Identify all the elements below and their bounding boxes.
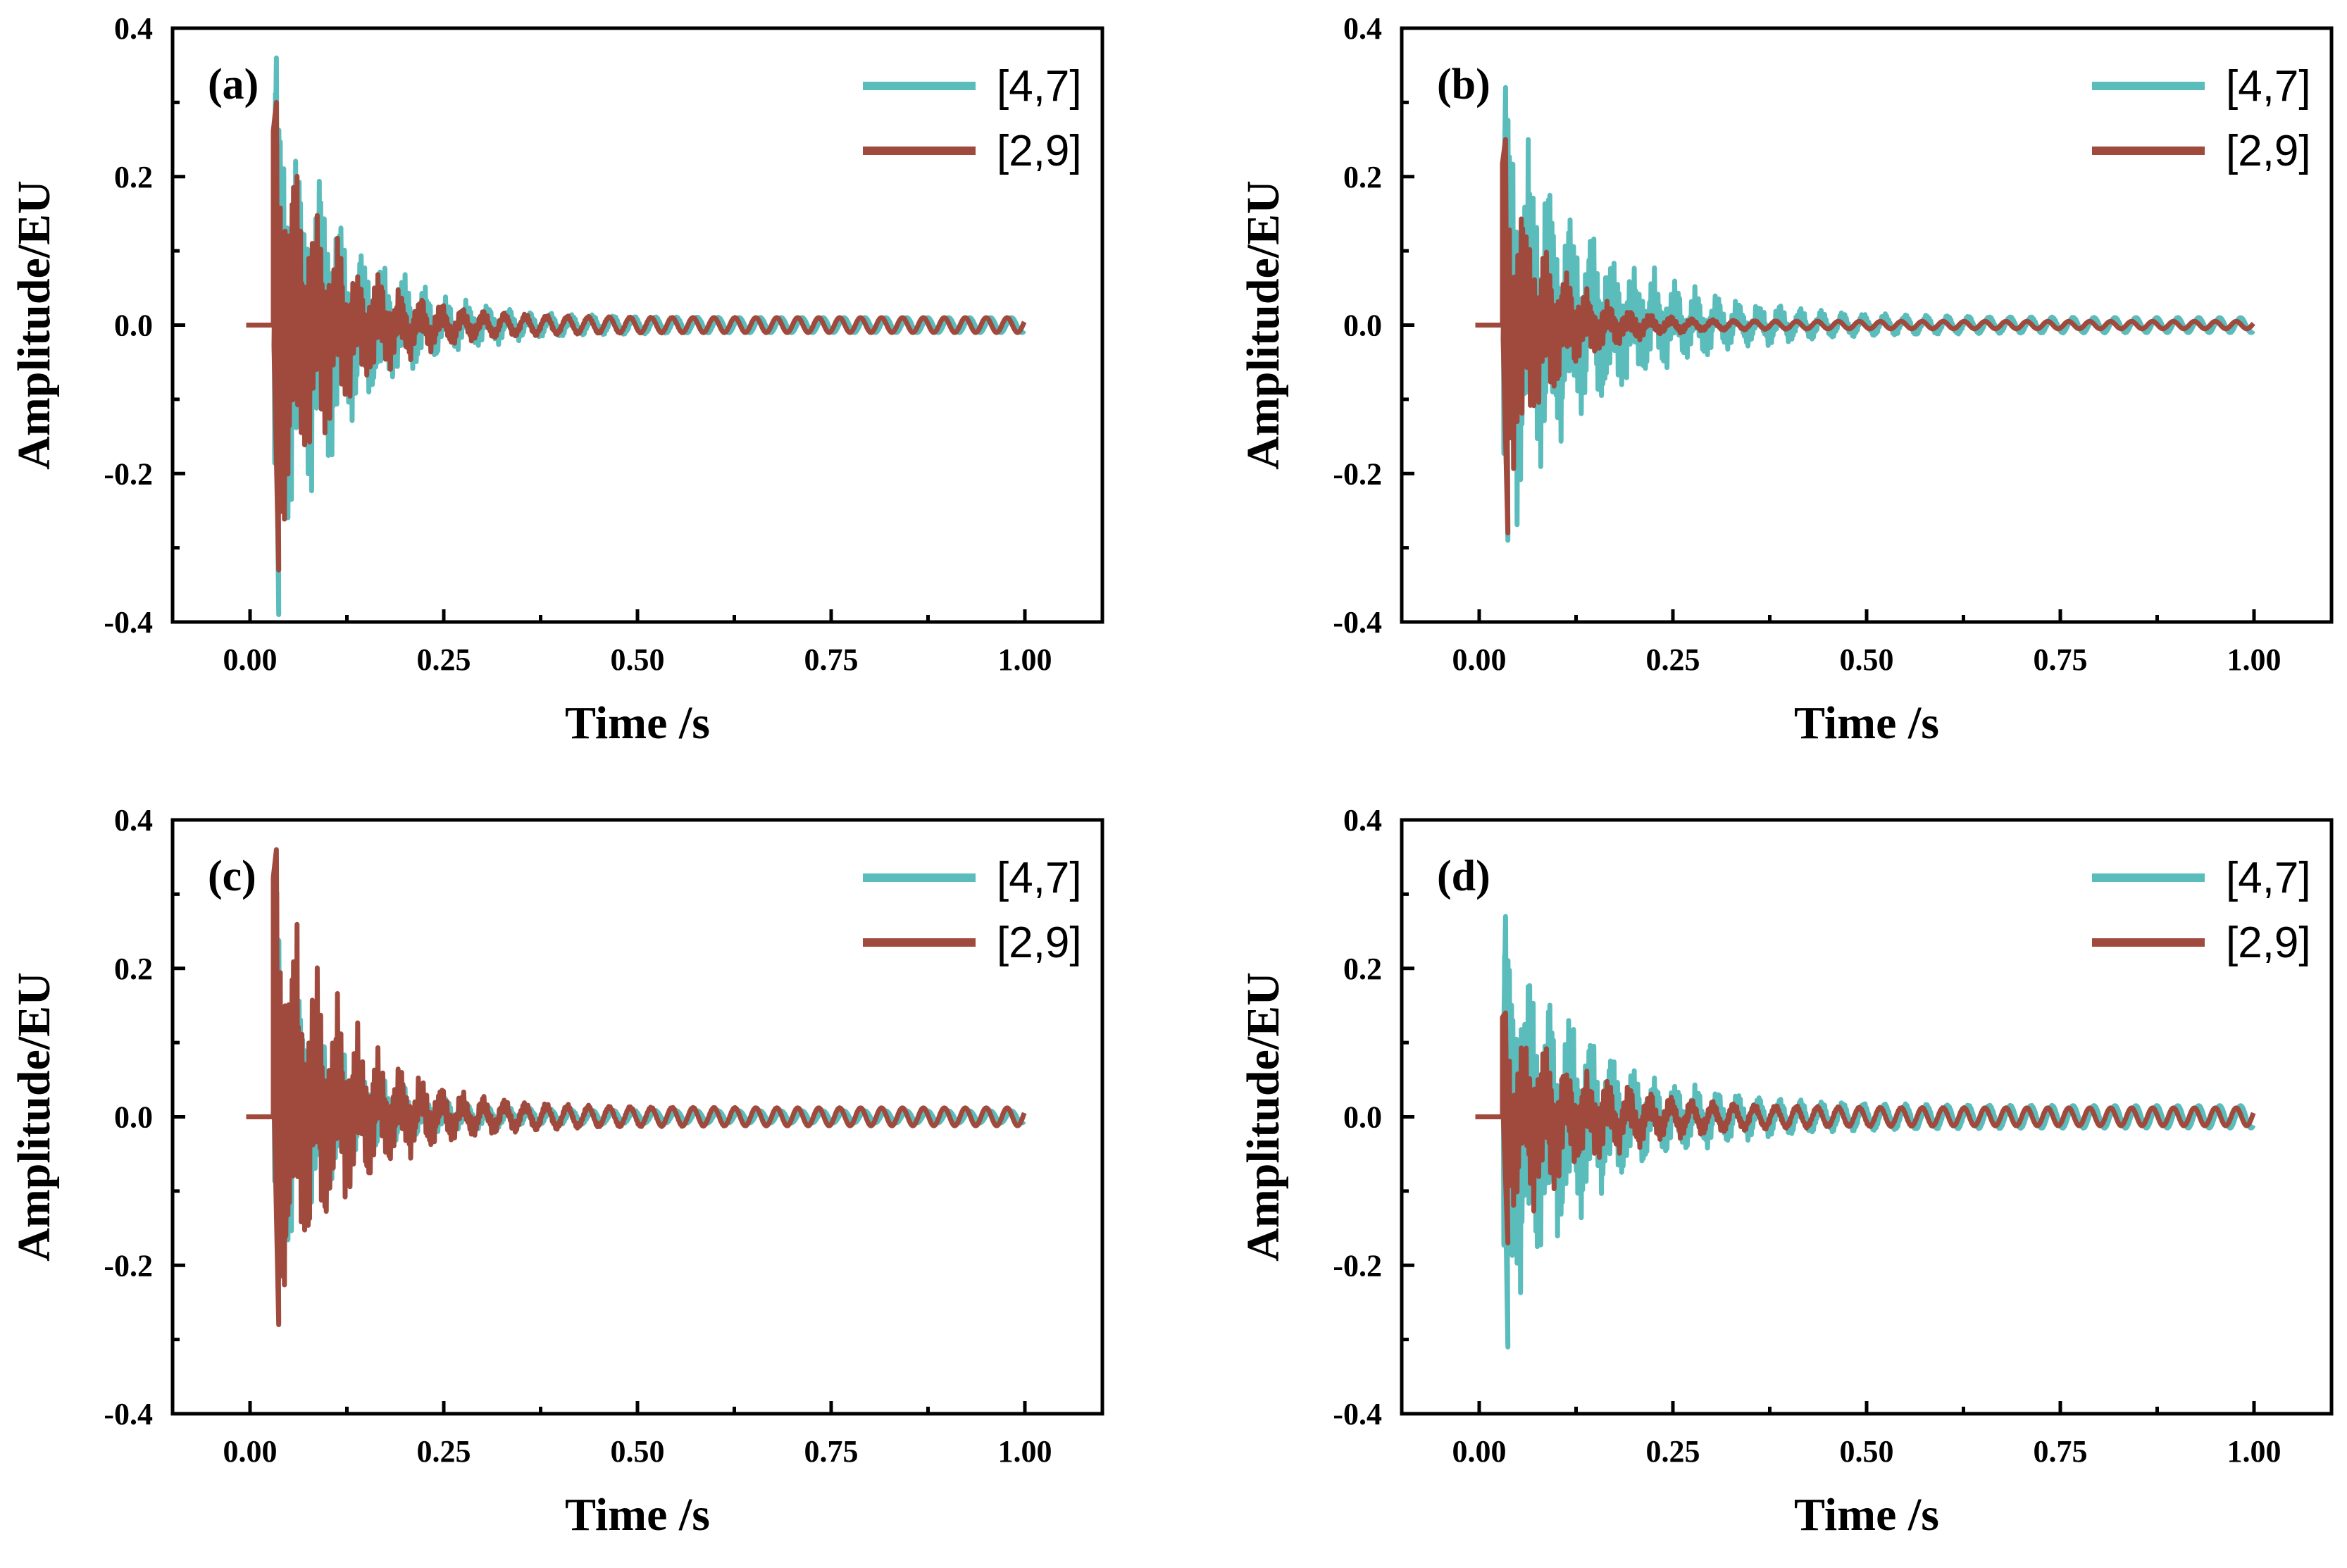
panel-label: (b)	[1437, 61, 1490, 108]
legend-entry: [2,9]	[997, 919, 1082, 967]
legend-entry: [2,9]	[2226, 127, 2311, 175]
series-group	[1475, 85, 2255, 543]
y-tick-label: -0.2	[104, 1248, 153, 1283]
x-tick-label: 0.25	[417, 1434, 471, 1469]
x-tick-label: 0.50	[1840, 1434, 1894, 1469]
x-tick-label: 0.50	[611, 642, 665, 677]
legend-entry: [4,7]	[2226, 62, 2311, 111]
x-tick-label: 0.50	[1840, 642, 1894, 677]
x-tick-label: 0.25	[417, 642, 471, 677]
x-tick-label: 0.00	[223, 642, 278, 677]
x-tick-label: 1.00	[2227, 642, 2281, 677]
x-tick-label: 0.00	[1452, 1434, 1507, 1469]
y-tick-label: 0.4	[1343, 803, 1382, 838]
series-line-4-7	[1475, 85, 2255, 543]
panel-label: (a)	[208, 61, 259, 108]
x-axis-label: Time /s	[565, 697, 710, 749]
y-tick-label: -0.4	[104, 1397, 153, 1431]
panel-a: -0.4 -0.2 0.0 0.2 0.4 0.00 0.25 0.50 0.75 1.00 Tim…	[8, 11, 1104, 749]
panel-label: (d)	[1437, 852, 1490, 900]
y-tick-label: -0.2	[1333, 1248, 1382, 1283]
series-group	[246, 847, 1027, 1327]
y-axis-label: Amplitude/EU	[8, 180, 60, 470]
series-group	[1475, 914, 2256, 1350]
y-tick-label: 0.0	[1343, 1100, 1382, 1135]
x-tick-label: 0.75	[2034, 1434, 2088, 1469]
x-tick-label: 0.75	[2034, 642, 2088, 677]
y-tick-label: -0.2	[1333, 456, 1382, 491]
y-axis-label: Amplitude/EU	[1238, 180, 1289, 470]
x-tick-label: 0.75	[804, 642, 859, 677]
x-tick-label: 0.50	[611, 1434, 665, 1469]
y-tick-label: -0.2	[104, 456, 153, 491]
x-tick-label: 0.25	[1646, 642, 1700, 677]
legend-entry: [4,7]	[2226, 854, 2311, 902]
x-axis-label: Time /s	[1794, 697, 1939, 749]
series-line-2-9	[1475, 1010, 2256, 1246]
x-axis-label: Time /s	[1794, 1489, 1939, 1541]
y-tick-label: 0.2	[1343, 160, 1382, 194]
x-tick-label: 0.75	[804, 1434, 859, 1469]
y-tick-label: 0.0	[114, 1100, 153, 1135]
y-tick-label: -0.4	[104, 605, 153, 640]
y-tick-label: -0.4	[1333, 605, 1382, 640]
x-axis-label: Time /s	[565, 1489, 710, 1541]
series-line-2-9	[246, 847, 1027, 1327]
legend-entry: [4,7]	[997, 62, 1082, 111]
series-line-2-9	[246, 99, 1027, 573]
panel-b: -0.4 -0.2 0.0 0.2 0.4 0.00 0.25 0.50 0.75 1.00 Tim…	[1238, 11, 2334, 749]
y-tick-label: 0.0	[1343, 309, 1382, 343]
x-tick-label: 0.00	[1452, 642, 1507, 677]
y-tick-label: 0.2	[114, 952, 153, 986]
y-tick-label: 0.4	[114, 11, 153, 46]
series-line-2-9	[1475, 137, 2255, 535]
y-tick-label: -0.4	[1333, 1397, 1382, 1431]
x-tick-label: 1.00	[998, 642, 1052, 677]
series-group	[246, 55, 1027, 617]
legend-entry: [4,7]	[997, 854, 1082, 902]
y-tick-label: 0.4	[114, 803, 153, 838]
y-tick-label: 0.0	[114, 309, 153, 343]
legend-entry: [2,9]	[2226, 919, 2311, 967]
y-tick-label: 0.2	[114, 160, 153, 194]
x-tick-label: 0.00	[223, 1434, 278, 1469]
x-tick-label: 1.00	[998, 1434, 1052, 1469]
panel-label: (c)	[208, 852, 256, 900]
y-tick-label: 0.4	[1343, 11, 1382, 46]
panel-c: -0.4 -0.2 0.0 0.2 0.4 0.00 0.25 0.50 0.75 1.00 Tim…	[8, 803, 1104, 1541]
x-tick-label: 0.25	[1646, 1434, 1700, 1469]
y-tick-label: 0.2	[1343, 952, 1382, 986]
x-tick-label: 1.00	[2227, 1434, 2281, 1469]
panel-d: -0.4 -0.2 0.0 0.2 0.4 0.00 0.25 0.50 0.75 1.00 Tim…	[1238, 803, 2334, 1541]
legend-entry: [2,9]	[997, 127, 1082, 175]
y-axis-label: Amplitude/EU	[1238, 972, 1289, 1262]
y-axis-label: Amplitude/EU	[8, 972, 60, 1262]
